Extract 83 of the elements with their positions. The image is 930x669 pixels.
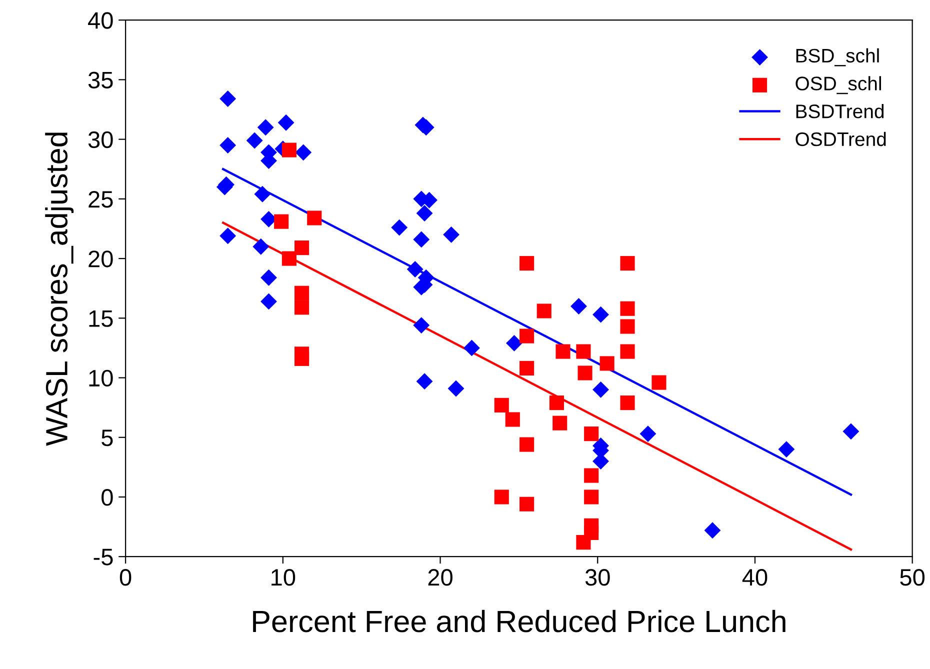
point	[413, 231, 430, 248]
point	[294, 300, 310, 315]
point	[520, 328, 534, 344]
point	[576, 344, 591, 359]
point	[464, 340, 480, 356]
y-tick-label: 20	[88, 250, 113, 268]
point	[640, 426, 656, 442]
point	[506, 334, 522, 352]
y-tick-label: 10	[89, 370, 113, 387]
point	[295, 144, 312, 161]
point	[294, 240, 310, 256]
point	[252, 238, 270, 255]
point	[416, 373, 433, 390]
legend-label: BSD_schl	[796, 48, 879, 66]
point	[278, 114, 294, 131]
point	[307, 210, 322, 226]
point	[549, 396, 564, 410]
legend-label: BSDTrend	[796, 104, 884, 118]
point	[257, 119, 274, 136]
point	[520, 437, 534, 452]
point	[578, 366, 592, 380]
point	[552, 416, 568, 430]
point	[584, 490, 599, 504]
y-tick-label: 0	[102, 489, 113, 506]
point	[282, 251, 296, 266]
y-tick-label: -5	[94, 548, 113, 566]
point	[294, 286, 310, 300]
point	[443, 226, 460, 243]
point	[246, 132, 263, 149]
point	[600, 356, 614, 371]
point	[592, 381, 609, 398]
point	[274, 214, 289, 229]
point	[620, 396, 635, 410]
legend-label: OSDTrend	[796, 132, 886, 146]
point	[406, 261, 424, 278]
point	[220, 90, 236, 107]
point	[254, 186, 271, 202]
point	[556, 344, 570, 359]
point	[592, 306, 609, 323]
point	[584, 468, 599, 483]
x-tick-label: 30	[585, 569, 610, 586]
y-axis-title: WASL scores_adjusted	[45, 132, 74, 446]
point	[576, 535, 591, 550]
point	[536, 304, 552, 318]
x-tick-label: 0	[120, 569, 132, 586]
point	[505, 412, 520, 427]
x-tick-label: 10	[272, 569, 296, 586]
point	[652, 375, 666, 390]
x-axis-title: Percent Free and Reduced Price Lunch	[253, 610, 786, 632]
point	[570, 298, 587, 314]
y-tick-label: 25	[88, 190, 113, 208]
point	[520, 360, 534, 376]
point	[520, 496, 534, 512]
point	[260, 293, 277, 310]
point	[620, 301, 635, 316]
point	[842, 423, 860, 440]
y-tick-label: 15	[89, 310, 113, 327]
point	[494, 490, 509, 504]
point	[260, 269, 277, 286]
legend-label: OSD_schl	[796, 76, 881, 94]
x-tick-label: 20	[428, 569, 452, 586]
point	[416, 205, 433, 222]
point	[520, 256, 534, 271]
x-tick-label: 50	[900, 569, 925, 586]
point	[620, 319, 635, 334]
point	[220, 137, 236, 154]
x-tick-label: 40	[742, 569, 768, 586]
y-tick-label: 40	[88, 12, 113, 29]
point	[448, 380, 464, 397]
point	[391, 219, 408, 236]
point	[413, 317, 430, 334]
point	[294, 351, 310, 366]
point	[220, 228, 236, 244]
point	[778, 441, 795, 458]
point	[494, 398, 509, 412]
point	[584, 426, 599, 442]
y-tick-label: 5	[102, 430, 113, 446]
point	[620, 344, 635, 359]
y-tick-label: 35	[88, 72, 113, 88]
point	[620, 256, 635, 271]
point	[282, 142, 296, 158]
y-tick-label: 30	[88, 131, 113, 148]
point	[704, 522, 721, 539]
